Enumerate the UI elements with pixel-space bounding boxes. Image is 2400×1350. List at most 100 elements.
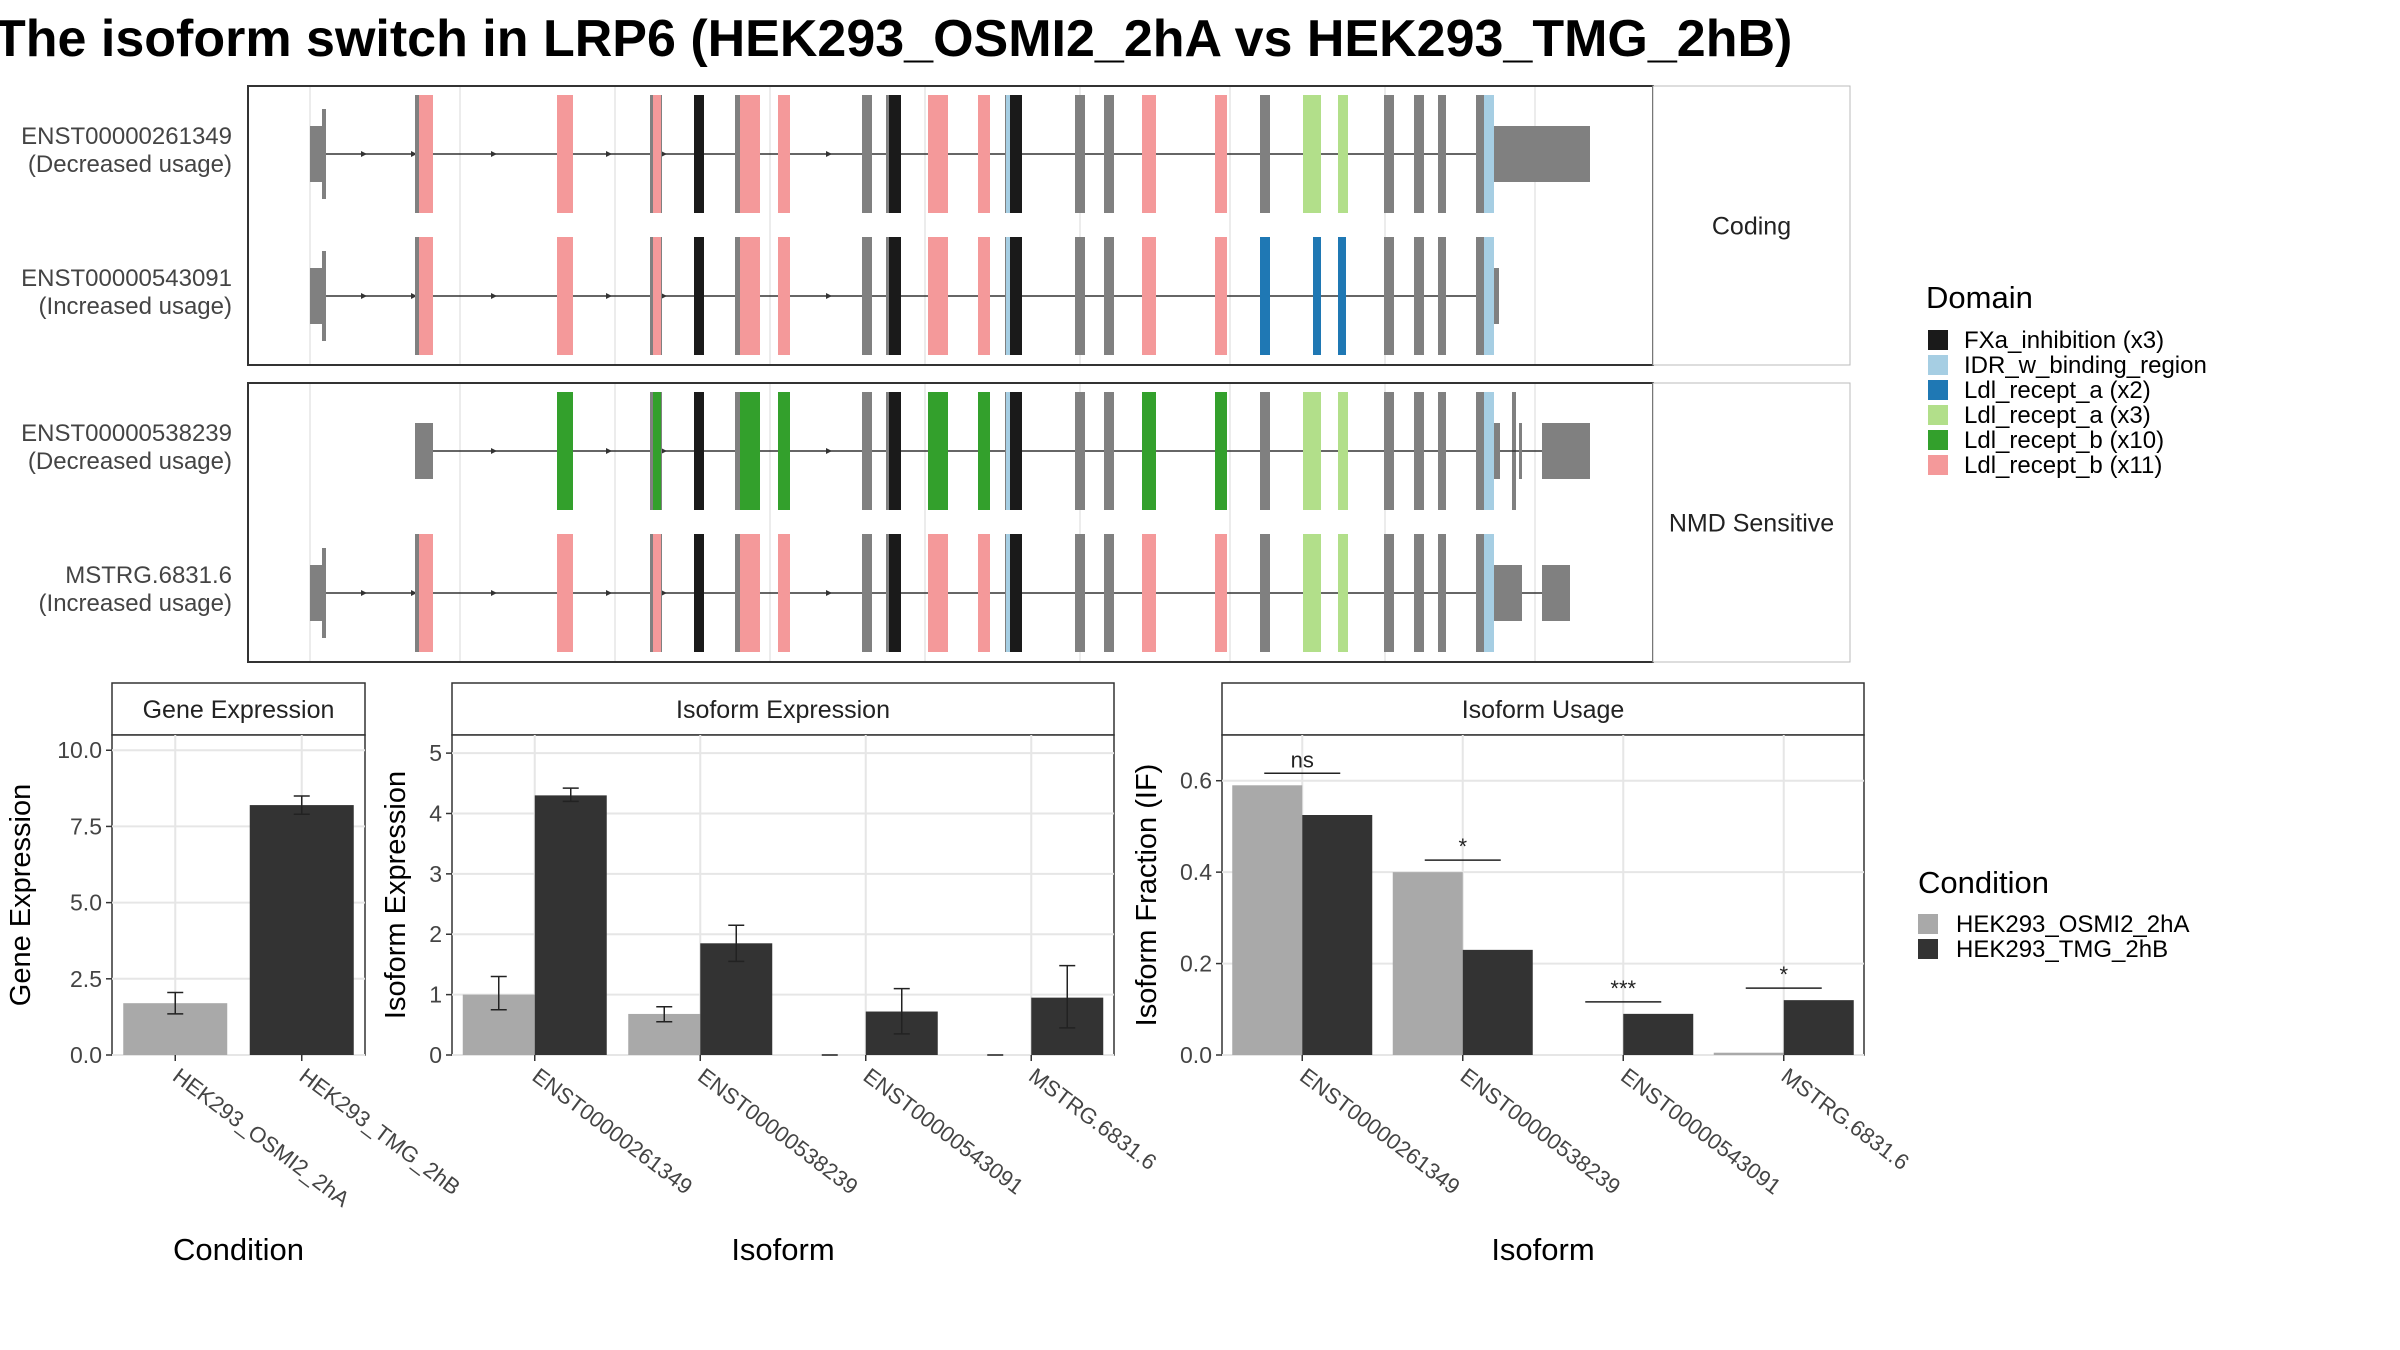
exon	[740, 392, 760, 510]
x-tick-label: ENST00000543091	[859, 1063, 1028, 1199]
exon	[740, 534, 760, 652]
strand-arrow	[491, 448, 497, 454]
error-bar	[293, 795, 310, 815]
exon	[1260, 392, 1270, 510]
facet-strip	[1652, 85, 1851, 366]
facet-strip	[1221, 682, 1865, 736]
exon	[928, 392, 948, 510]
significance-label: *	[1458, 834, 1467, 859]
exon	[889, 95, 901, 213]
exon	[740, 95, 760, 213]
legend-swatch	[1928, 380, 1948, 400]
exon	[889, 237, 901, 355]
exon	[694, 95, 704, 213]
exon	[322, 548, 326, 638]
legend-label: HEK293_OSMI2_2hA	[1956, 911, 2189, 938]
exon	[1260, 534, 1270, 652]
exon	[1484, 392, 1494, 510]
x-tick-label: ENST00000538239	[1456, 1063, 1625, 1199]
strand-arrow	[606, 448, 612, 454]
utr-exon	[1542, 423, 1590, 479]
exon	[1384, 392, 1394, 510]
exon	[1484, 534, 1494, 652]
strand-arrow	[606, 293, 612, 299]
transcript-usage-label: (Increased usage)	[39, 590, 232, 617]
strand-arrow	[491, 590, 497, 596]
y-tick-label: 0.4	[1180, 859, 1212, 885]
transcript-id-label: ENST00000261349	[21, 123, 232, 150]
exon	[1142, 237, 1156, 355]
condition-legend-title: Condition	[1918, 865, 2049, 900]
exon	[1215, 392, 1227, 510]
exon	[1476, 237, 1486, 355]
exon	[1313, 392, 1321, 510]
exon	[1010, 95, 1022, 213]
utr-exon	[1542, 565, 1570, 621]
exon	[1338, 392, 1348, 510]
x-axis-title: Condition	[173, 1232, 304, 1267]
exon	[1215, 95, 1227, 213]
chart-title: Isoform Expression	[676, 696, 890, 724]
exon	[1414, 237, 1424, 355]
facet-label: NMD Sensitive	[1669, 510, 1834, 538]
exon	[1313, 237, 1321, 355]
exon	[978, 237, 990, 355]
strand-arrow	[361, 590, 367, 596]
exon	[978, 95, 990, 213]
strand-arrow	[826, 590, 832, 596]
exon	[653, 237, 661, 355]
strand-arrow	[661, 293, 667, 299]
error-bar	[562, 787, 579, 803]
strand-arrow	[411, 590, 417, 596]
transcript-id-label: ENST00000538239	[21, 420, 232, 447]
y-tick-label: 5.0	[70, 890, 102, 916]
exon	[862, 534, 872, 652]
legend-label: Ldl_recept_b (x11)	[1964, 452, 2162, 479]
exon	[1010, 534, 1022, 652]
exon	[1142, 534, 1156, 652]
exon	[1075, 392, 1085, 510]
y-axis-title: Gene Expression	[5, 784, 37, 1006]
exon	[694, 392, 704, 510]
exon	[419, 95, 433, 213]
strand-arrow	[606, 151, 612, 157]
exon	[653, 95, 661, 213]
exon	[1476, 534, 1486, 652]
legend-swatch	[1918, 939, 1938, 959]
bar	[1713, 1052, 1784, 1055]
error-bar	[167, 991, 184, 1015]
transcript-usage-label: (Increased usage)	[39, 293, 232, 320]
transcript-usage-label: (Decreased usage)	[28, 151, 232, 178]
exon	[1075, 95, 1085, 213]
exon	[889, 392, 901, 510]
utr-exon	[1494, 423, 1500, 479]
exon	[1260, 237, 1270, 355]
exon	[694, 534, 704, 652]
utr-exon	[1494, 268, 1499, 324]
exon	[557, 95, 573, 213]
exon	[419, 237, 433, 355]
facet-strip	[1652, 382, 1851, 663]
exon	[1142, 392, 1156, 510]
exon	[1313, 95, 1321, 213]
exon	[1010, 392, 1022, 510]
y-tick-label: 5	[429, 740, 442, 766]
y-tick-label: 10.0	[57, 737, 102, 763]
exon	[322, 109, 326, 199]
exon	[1142, 95, 1156, 213]
exon	[862, 95, 872, 213]
y-tick-label: 2	[429, 921, 442, 947]
x-axis-title: Isoform	[1491, 1232, 1594, 1267]
legend-label: IDR_w_binding_region	[1964, 352, 2207, 379]
utr-exon	[1494, 126, 1590, 182]
exon	[1438, 95, 1446, 213]
exon	[978, 392, 990, 510]
exon	[1438, 237, 1446, 355]
utr-exon	[1494, 565, 1522, 621]
bar	[1462, 949, 1533, 1055]
exon	[1260, 95, 1270, 213]
facet-strip	[451, 682, 1115, 736]
chart-title: Isoform Usage	[1462, 696, 1625, 724]
exon	[1338, 534, 1348, 652]
